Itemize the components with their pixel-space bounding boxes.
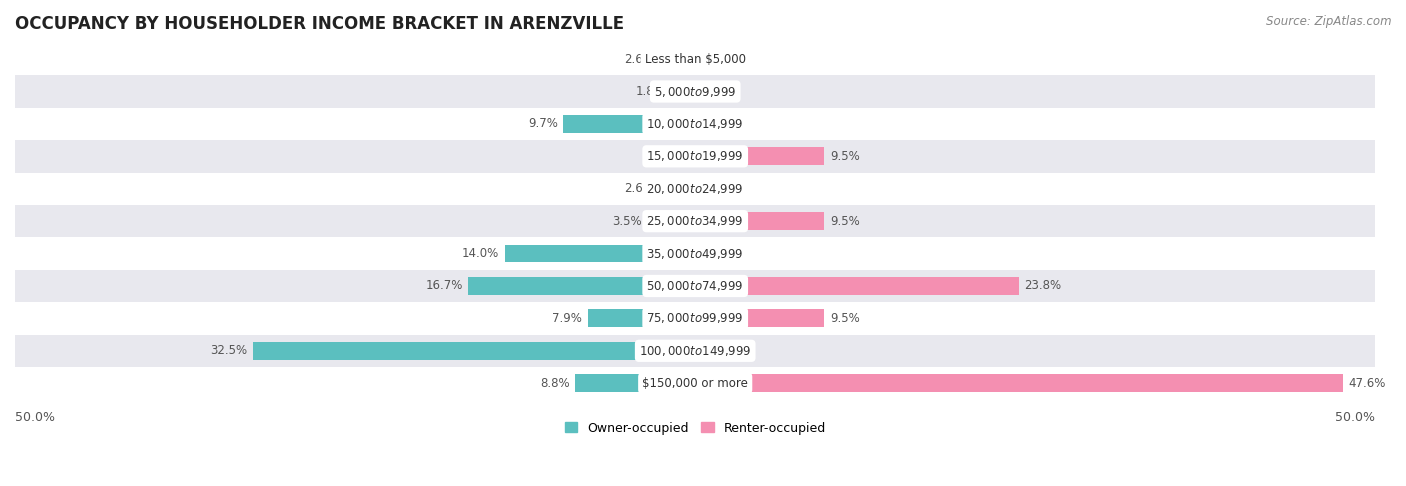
Bar — [15, 43, 1375, 75]
Text: $50,000 to $74,999: $50,000 to $74,999 — [647, 279, 744, 293]
Legend: Owner-occupied, Renter-occupied: Owner-occupied, Renter-occupied — [560, 417, 831, 439]
Text: 2.6%: 2.6% — [624, 52, 654, 66]
Bar — [253, 342, 695, 360]
Bar — [564, 115, 695, 133]
Text: 0.0%: 0.0% — [700, 247, 730, 260]
Bar — [659, 50, 695, 68]
Text: $75,000 to $99,999: $75,000 to $99,999 — [647, 312, 744, 326]
Text: $5,000 to $9,999: $5,000 to $9,999 — [654, 85, 737, 99]
Text: 1.8%: 1.8% — [636, 85, 665, 98]
Text: 0.0%: 0.0% — [700, 52, 730, 66]
Text: 0.0%: 0.0% — [700, 85, 730, 98]
Text: 14.0%: 14.0% — [463, 247, 499, 260]
Text: 0.0%: 0.0% — [700, 182, 730, 195]
Bar — [695, 212, 824, 230]
Bar — [15, 108, 1375, 140]
Bar — [505, 244, 695, 262]
Bar — [695, 310, 824, 327]
Text: Less than $5,000: Less than $5,000 — [645, 52, 745, 66]
Bar — [15, 367, 1375, 399]
Text: 9.7%: 9.7% — [527, 118, 558, 130]
Bar — [15, 75, 1375, 108]
Text: 50.0%: 50.0% — [1336, 411, 1375, 424]
Bar — [671, 83, 695, 101]
Bar — [695, 277, 1019, 295]
Text: 0.0%: 0.0% — [661, 150, 690, 163]
Bar — [659, 180, 695, 198]
Bar — [468, 277, 695, 295]
Text: 2.6%: 2.6% — [624, 182, 654, 195]
Bar — [15, 140, 1375, 173]
Bar — [15, 335, 1375, 367]
Text: $150,000 or more: $150,000 or more — [643, 377, 748, 390]
Bar — [15, 173, 1375, 205]
Text: 7.9%: 7.9% — [553, 312, 582, 325]
Bar — [575, 374, 695, 392]
Text: 0.0%: 0.0% — [700, 118, 730, 130]
Text: 8.8%: 8.8% — [540, 377, 569, 390]
Text: 32.5%: 32.5% — [211, 344, 247, 357]
Bar — [648, 212, 695, 230]
Text: $10,000 to $14,999: $10,000 to $14,999 — [647, 117, 744, 131]
Text: 3.5%: 3.5% — [613, 215, 643, 227]
Text: 0.0%: 0.0% — [700, 344, 730, 357]
Bar — [588, 310, 695, 327]
Bar — [15, 237, 1375, 270]
Text: $35,000 to $49,999: $35,000 to $49,999 — [647, 246, 744, 260]
Text: $25,000 to $34,999: $25,000 to $34,999 — [647, 214, 744, 228]
Text: 9.5%: 9.5% — [830, 150, 859, 163]
Text: 23.8%: 23.8% — [1025, 279, 1062, 293]
Bar — [695, 374, 1343, 392]
Text: OCCUPANCY BY HOUSEHOLDER INCOME BRACKET IN ARENZVILLE: OCCUPANCY BY HOUSEHOLDER INCOME BRACKET … — [15, 15, 624, 33]
Bar — [15, 270, 1375, 302]
Bar — [15, 205, 1375, 237]
Text: $20,000 to $24,999: $20,000 to $24,999 — [647, 182, 744, 196]
Text: $100,000 to $149,999: $100,000 to $149,999 — [638, 344, 751, 358]
Text: 50.0%: 50.0% — [15, 411, 55, 424]
Bar — [15, 302, 1375, 335]
Text: $15,000 to $19,999: $15,000 to $19,999 — [647, 149, 744, 163]
Text: 9.5%: 9.5% — [830, 215, 859, 227]
Text: Source: ZipAtlas.com: Source: ZipAtlas.com — [1267, 15, 1392, 28]
Text: 47.6%: 47.6% — [1348, 377, 1385, 390]
Text: 16.7%: 16.7% — [425, 279, 463, 293]
Text: 9.5%: 9.5% — [830, 312, 859, 325]
Bar — [695, 147, 824, 165]
